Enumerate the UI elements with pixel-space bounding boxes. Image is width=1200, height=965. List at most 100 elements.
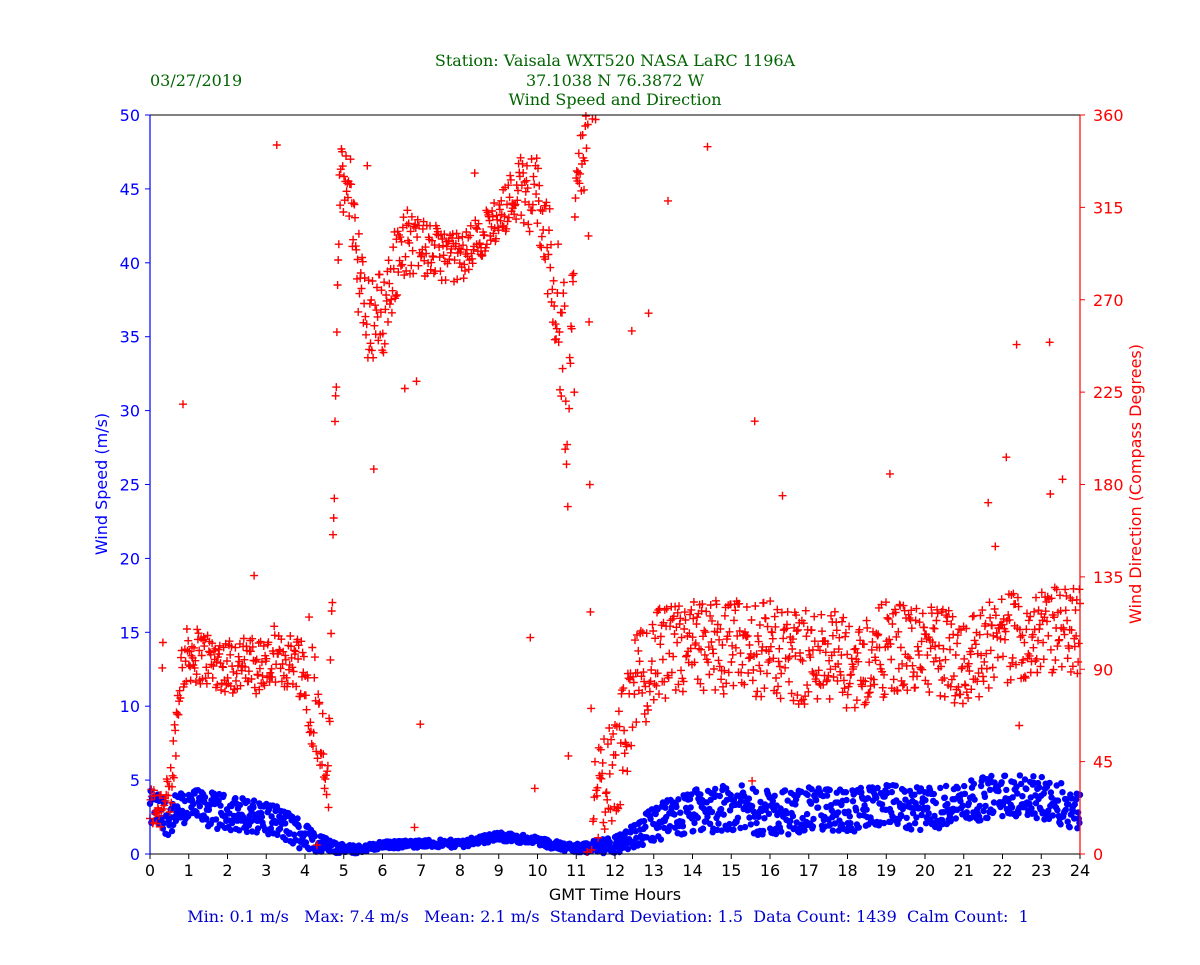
wind-direction-point: [559, 289, 567, 297]
wind-speed-point: [730, 827, 736, 833]
wind-direction-point: [706, 612, 714, 620]
wind-direction-point: [1072, 606, 1080, 614]
wind-direction-point: [1015, 722, 1023, 730]
wind-direction-point: [1061, 585, 1069, 593]
chart-title-station: Station: Vaisala WXT520 NASA LaRC 1196A: [435, 51, 796, 70]
wind-direction-point: [400, 213, 408, 221]
right-y-axis-label: Wind Direction (Compass Degrees): [1126, 344, 1145, 624]
right-y-axis-ticks: 04590135180225270315360: [1080, 106, 1124, 864]
wind-direction-point: [531, 784, 539, 792]
wind-speed-point: [889, 789, 895, 795]
wind-direction-point: [675, 602, 683, 610]
wind-direction-point: [852, 645, 860, 653]
wind-direction-point: [915, 651, 923, 659]
wind-direction-point: [1022, 625, 1030, 633]
wind-direction-point: [1051, 584, 1059, 592]
wind-direction-point: [682, 616, 690, 624]
wind-direction-point: [952, 651, 960, 659]
wind-direction-point: [167, 764, 175, 772]
wind-speed-point: [282, 820, 288, 826]
wind-direction-point: [1064, 654, 1072, 662]
wind-direction-point: [775, 645, 783, 653]
wind-direction-point: [1046, 490, 1054, 498]
wind-direction-point: [362, 331, 370, 339]
wind-direction-point: [203, 680, 211, 688]
x-tick-label: 20: [915, 861, 935, 880]
x-axis-ticks: 0 1 2 3 4 5 6 7 8 9 10 11 12 13 14 15 16 17 18 19 20 21 22 23 24: [145, 854, 1090, 880]
wind-direction-point: [715, 656, 723, 664]
left-y-tick-label: 5: [130, 771, 140, 790]
wind-direction-point: [888, 620, 896, 628]
wind-direction-point: [818, 627, 826, 635]
wind-direction-point: [971, 636, 979, 644]
wind-direction-point: [757, 693, 765, 701]
wind-direction-point: [384, 318, 392, 326]
wind-direction-point: [990, 673, 998, 681]
wind-direction-point: [464, 234, 472, 242]
wind-direction-point: [663, 605, 671, 613]
wind-direction-point: [885, 615, 893, 623]
wind-speed-point: [749, 803, 755, 809]
wind-direction-point: [462, 228, 470, 236]
wind-direction-point: [730, 616, 738, 624]
wind-speed-point: [291, 832, 297, 838]
wind-direction-point: [743, 603, 751, 611]
x-tick-label: 7: [416, 861, 426, 880]
wind-direction-point: [571, 213, 579, 221]
wind-direction-point: [1074, 658, 1082, 666]
wind-direction-point: [546, 264, 554, 272]
wind-direction-point: [193, 625, 201, 633]
wind-direction-point: [286, 632, 294, 640]
wind-direction-point: [173, 710, 181, 718]
wind-direction-point: [693, 613, 701, 621]
wind-direction-point: [1002, 453, 1010, 461]
wind-direction-point: [560, 278, 568, 286]
x-tick-label: 13: [644, 861, 664, 880]
wind-speed-point: [961, 783, 967, 789]
wind-speed-point: [1046, 780, 1052, 786]
wind-speed-point: [971, 796, 977, 802]
left-y-tick-label: 15: [120, 623, 140, 642]
wind-direction-point: [887, 656, 895, 664]
right-y-tick-label: 135: [1093, 568, 1124, 587]
wind-direction-point: [704, 143, 712, 151]
wind-direction-point: [1059, 475, 1067, 483]
x-tick-label: 2: [222, 861, 232, 880]
wind-direction-point: [566, 359, 574, 367]
wind-direction-point: [868, 638, 876, 646]
wind-direction-point: [376, 271, 384, 279]
x-tick-label: 3: [261, 861, 271, 880]
wind-direction-point: [533, 154, 541, 162]
wind-speed-point: [824, 792, 830, 798]
wind-direction-point: [978, 606, 986, 614]
wind-direction-point: [784, 608, 792, 616]
wind-speed-point: [926, 810, 932, 816]
wind-direction-point: [816, 646, 824, 654]
wind-direction-point: [916, 618, 924, 626]
wind-direction-point: [865, 658, 873, 666]
wind-direction-point: [184, 637, 192, 645]
wind-direction-point: [319, 710, 327, 718]
wind-speed-point: [1017, 772, 1023, 778]
wind-direction-point: [984, 499, 992, 507]
wind-speed-point: [955, 785, 961, 791]
wind-direction-point: [254, 671, 262, 679]
wind-direction-points: [146, 112, 1084, 856]
left-y-tick-label: 10: [120, 697, 140, 716]
wind-direction-point: [851, 704, 859, 712]
wind-speed-point: [999, 813, 1005, 819]
x-tick-label: 22: [992, 861, 1012, 880]
wind-direction-point: [999, 652, 1007, 660]
wind-direction-point: [529, 201, 537, 209]
wind-direction-point: [772, 674, 780, 682]
wind-direction-point: [645, 309, 653, 317]
wind-direction-point: [526, 227, 534, 235]
wind-direction-point: [586, 608, 594, 616]
wind-direction-point: [959, 700, 967, 708]
wind-direction-point: [562, 397, 570, 405]
wind-direction-point: [389, 243, 397, 251]
wind-speed-point: [232, 795, 238, 801]
wind-speed-point: [250, 804, 256, 810]
wind-speed-point: [753, 789, 759, 795]
wind-direction-point: [563, 441, 571, 449]
